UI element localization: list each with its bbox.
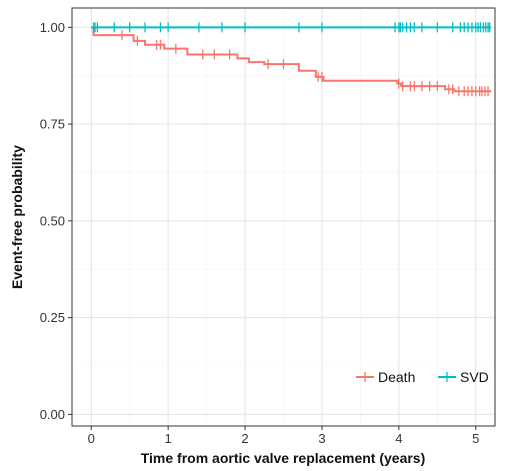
grid-lines bbox=[72, 8, 495, 426]
series-death bbox=[91, 26, 492, 97]
axes: 0 1 2 3 4 5 0.00 0.25 0.50 0.75 1.00 bbox=[40, 20, 480, 446]
x-tick-label: 2 bbox=[241, 431, 248, 446]
x-tick-label: 0 bbox=[88, 431, 95, 446]
x-tick-label: 5 bbox=[472, 431, 479, 446]
y-tick-label: 0.50 bbox=[40, 213, 65, 228]
x-tick-label: 3 bbox=[318, 431, 325, 446]
legend: Death SVD bbox=[356, 369, 489, 385]
x-tick-label: 1 bbox=[165, 431, 172, 446]
x-tick-label: 4 bbox=[395, 431, 402, 446]
x-axis-title: Time from aortic valve replacement (year… bbox=[141, 450, 426, 466]
y-tick-label: 0.75 bbox=[40, 117, 65, 132]
legend-item-svd: SVD bbox=[438, 369, 489, 385]
series-svd bbox=[91, 22, 492, 33]
y-axis-title: Event-free probability bbox=[9, 145, 25, 289]
legend-label-svd: SVD bbox=[460, 369, 489, 385]
series-layer bbox=[91, 22, 492, 97]
legend-item-death: Death bbox=[356, 369, 415, 385]
y-tick-label: 0.00 bbox=[40, 407, 65, 422]
y-tick-label: 0.25 bbox=[40, 310, 65, 325]
plot-border bbox=[71, 7, 496, 427]
legend-label-death: Death bbox=[378, 369, 415, 385]
y-tick-label: 1.00 bbox=[40, 20, 65, 35]
